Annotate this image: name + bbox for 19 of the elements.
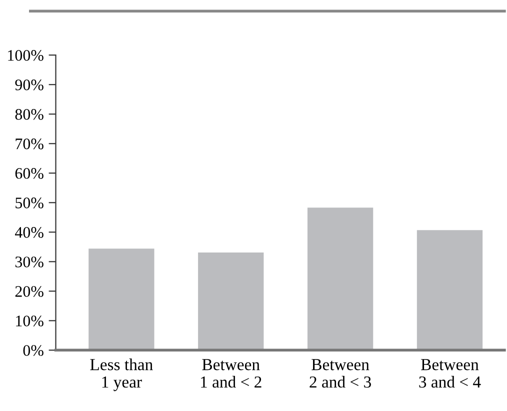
bar: [416, 230, 483, 350]
y-tick-label: 10%: [16, 316, 44, 326]
y-tick-label: 20%: [15, 286, 44, 297]
bar: [198, 252, 264, 350]
y-tick-label: 60%: [15, 168, 44, 179]
y-tick-label: 30%: [15, 256, 44, 268]
x-tick-label: Between 2 and < 3: [310, 359, 371, 388]
y-tick-label: 50%: [16, 198, 44, 208]
y-tick-label: 0%: [23, 345, 44, 356]
x-tick-label: Between 1 and < 2: [201, 359, 262, 388]
y-tick-label: 90%: [15, 80, 44, 90]
x-tick-label: Between 3 and < 4: [419, 359, 481, 388]
bar: [307, 208, 374, 350]
bar: [88, 248, 154, 350]
y-tick-label: 80%: [15, 109, 44, 120]
y-tick-label: 100%: [8, 50, 44, 61]
x-tick-label: Less than 1 year: [90, 358, 153, 392]
y-tick-label: 70%: [16, 138, 44, 150]
y-tick-label: 40%: [15, 227, 44, 238]
